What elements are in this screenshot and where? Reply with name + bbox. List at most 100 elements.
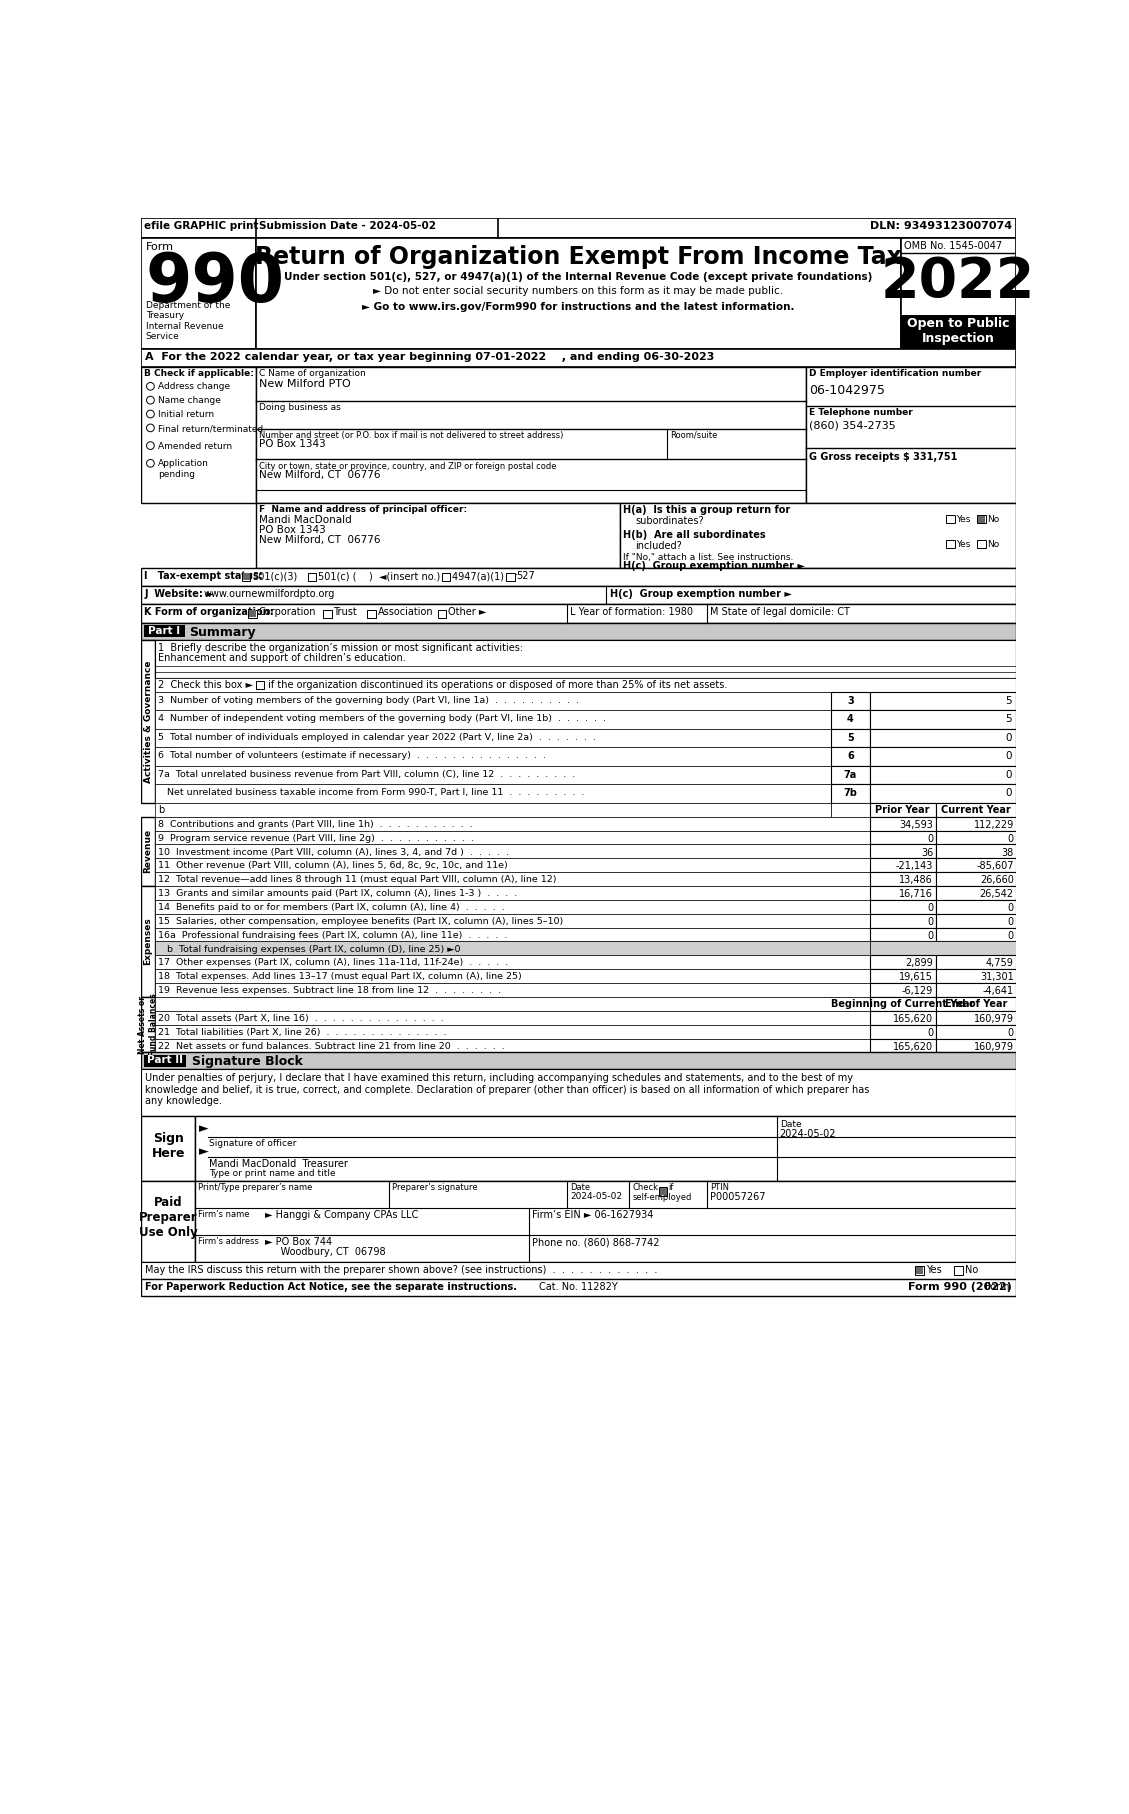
Bar bbox=[936, 873, 1016, 885]
Bar bbox=[869, 729, 1016, 747]
Bar bbox=[141, 816, 155, 885]
Text: 0: 0 bbox=[1006, 769, 1013, 780]
Text: 0: 0 bbox=[1006, 733, 1013, 742]
Text: Net Assets or
Fund Balances: Net Assets or Fund Balances bbox=[139, 994, 158, 1056]
Text: 10  Investment income (Part VIII, column (A), lines 3, 4, and 7d )  .  .  .  .  : 10 Investment income (Part VIII, column … bbox=[158, 847, 509, 856]
Text: 0: 0 bbox=[927, 931, 934, 941]
Text: Firm’s name: Firm’s name bbox=[199, 1210, 250, 1219]
Text: New Milford PTO: New Milford PTO bbox=[259, 379, 351, 388]
Bar bbox=[441, 573, 450, 580]
Bar bbox=[869, 766, 1016, 784]
Bar bbox=[831, 747, 869, 766]
Text: Address change: Address change bbox=[158, 383, 230, 392]
Bar bbox=[155, 1025, 869, 1038]
Text: Room/suite: Room/suite bbox=[669, 432, 717, 441]
Bar bbox=[308, 573, 316, 580]
Bar bbox=[248, 610, 256, 617]
Text: H(b)  Are all subordinates: H(b) Are all subordinates bbox=[623, 530, 765, 541]
Text: 2,899: 2,899 bbox=[905, 958, 934, 969]
Bar bbox=[978, 515, 986, 522]
Text: Doing business as: Doing business as bbox=[259, 403, 341, 412]
Text: 165,620: 165,620 bbox=[893, 1014, 934, 1023]
Bar bbox=[155, 1010, 869, 1025]
Bar bbox=[869, 691, 1016, 711]
Text: ►: ► bbox=[199, 1121, 208, 1136]
Text: Application
pending: Application pending bbox=[158, 459, 209, 479]
Bar bbox=[256, 682, 263, 689]
Text: E Telephone number: E Telephone number bbox=[809, 408, 913, 417]
Text: New Milford, CT  06776: New Milford, CT 06776 bbox=[259, 470, 380, 481]
Text: J  Website: ►: J Website: ► bbox=[145, 590, 215, 599]
Text: 0: 0 bbox=[1008, 903, 1014, 912]
Text: 7b: 7b bbox=[843, 789, 857, 798]
Bar bbox=[155, 956, 869, 969]
Bar bbox=[141, 1263, 1016, 1279]
Text: Mandi MacDonald: Mandi MacDonald bbox=[259, 515, 351, 524]
Text: Woodbury, CT  06798: Woodbury, CT 06798 bbox=[265, 1248, 386, 1257]
Bar bbox=[155, 845, 869, 858]
Text: Form 990 (2022): Form 990 (2022) bbox=[909, 1282, 1013, 1292]
Bar bbox=[155, 766, 831, 784]
Text: Sign
Here: Sign Here bbox=[151, 1132, 185, 1161]
Bar bbox=[936, 1010, 1016, 1025]
Bar bbox=[155, 804, 831, 816]
Text: 990: 990 bbox=[146, 250, 285, 316]
Bar bbox=[869, 998, 936, 1010]
Text: A  For the 2022 calendar year, or tax year beginning 07-01-2022    , and ending : A For the 2022 calendar year, or tax yea… bbox=[145, 352, 715, 361]
Text: 34,593: 34,593 bbox=[900, 820, 934, 829]
Text: Number and street (or P.O. box if mail is not delivered to street address): Number and street (or P.O. box if mail i… bbox=[259, 432, 563, 441]
Bar bbox=[936, 1025, 1016, 1038]
Text: 0: 0 bbox=[927, 916, 934, 927]
Text: Firm’s EIN ► 06-1627934: Firm’s EIN ► 06-1627934 bbox=[532, 1210, 653, 1221]
Bar bbox=[155, 831, 869, 845]
Text: 112,229: 112,229 bbox=[973, 820, 1014, 829]
Text: Current Year: Current Year bbox=[940, 805, 1010, 814]
Text: 13  Grants and similar amounts paid (Part IX, column (A), lines 1-3 )  .  .  .  : 13 Grants and similar amounts paid (Part… bbox=[158, 889, 517, 898]
Text: New Milford, CT  06776: New Milford, CT 06776 bbox=[259, 535, 380, 544]
Text: No: No bbox=[965, 1264, 978, 1275]
Text: 26,660: 26,660 bbox=[980, 876, 1014, 885]
Bar bbox=[869, 804, 936, 816]
Text: 5: 5 bbox=[847, 733, 854, 742]
Text: 501(c)(3): 501(c)(3) bbox=[252, 571, 297, 580]
Text: ► Go to www.irs.gov/Form990 for instructions and the latest information.: ► Go to www.irs.gov/Form990 for instruct… bbox=[362, 301, 795, 312]
Bar bbox=[155, 711, 831, 729]
Text: 4: 4 bbox=[847, 715, 854, 724]
Text: Other ►: Other ► bbox=[448, 608, 487, 617]
Text: Corporation: Corporation bbox=[259, 608, 316, 617]
Text: 5  Total number of individuals employed in calendar year 2022 (Part V, line 2a) : 5 Total number of individuals employed i… bbox=[158, 733, 596, 742]
Text: 4  Number of independent voting members of the governing body (Part VI, line 1b): 4 Number of independent voting members o… bbox=[158, 715, 606, 724]
Bar bbox=[155, 983, 869, 998]
Bar bbox=[936, 969, 1016, 983]
Bar bbox=[869, 1038, 936, 1052]
Text: 0: 0 bbox=[1006, 751, 1013, 762]
Text: Check: Check bbox=[632, 1183, 658, 1192]
Text: if the organization discontinued its operations or disposed of more than 25% of : if the organization discontinued its ope… bbox=[265, 680, 727, 691]
Text: Date: Date bbox=[780, 1119, 802, 1128]
Bar bbox=[155, 885, 869, 900]
Bar bbox=[936, 858, 1016, 873]
Text: 0: 0 bbox=[1008, 1029, 1014, 1038]
Bar bbox=[869, 927, 936, 941]
Text: Summary: Summary bbox=[190, 626, 256, 639]
Bar bbox=[831, 729, 869, 747]
Text: DLN: 93493123007074: DLN: 93493123007074 bbox=[870, 221, 1013, 230]
Bar bbox=[936, 900, 1016, 914]
Text: 165,620: 165,620 bbox=[893, 1041, 934, 1052]
Text: -6,129: -6,129 bbox=[902, 987, 934, 996]
Text: 0: 0 bbox=[927, 1029, 934, 1038]
Text: H(c)  Group exemption number ►: H(c) Group exemption number ► bbox=[623, 561, 805, 571]
Bar bbox=[155, 691, 831, 711]
Text: G Gross receipts $ 331,751: G Gross receipts $ 331,751 bbox=[809, 452, 957, 463]
Bar bbox=[869, 831, 936, 845]
Text: 4947(a)(1) or: 4947(a)(1) or bbox=[452, 571, 517, 580]
Text: included?: included? bbox=[636, 541, 682, 551]
Text: Print/Type preparer’s name: Print/Type preparer’s name bbox=[199, 1183, 313, 1192]
Text: 160,979: 160,979 bbox=[974, 1041, 1014, 1052]
Text: 3: 3 bbox=[847, 697, 854, 706]
Bar bbox=[256, 502, 620, 568]
Text: 0: 0 bbox=[1006, 789, 1013, 798]
Bar bbox=[831, 784, 869, 804]
Bar bbox=[155, 941, 869, 956]
Bar bbox=[155, 914, 869, 927]
